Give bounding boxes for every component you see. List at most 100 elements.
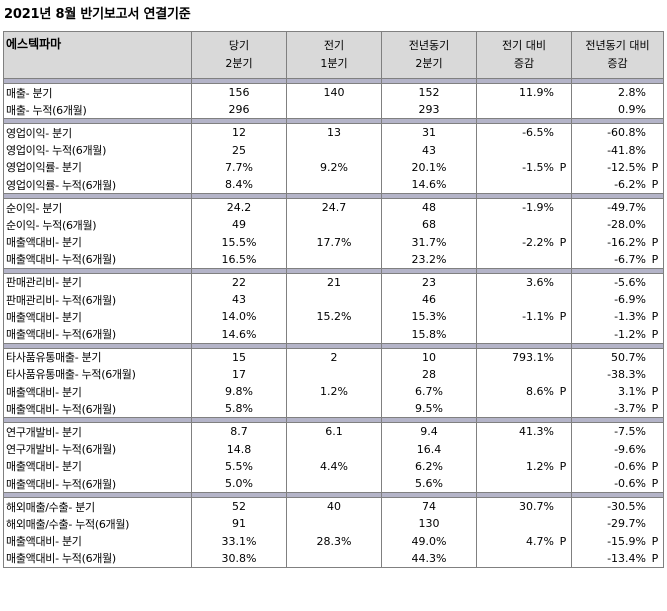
value-previous: 28.3% — [286, 532, 382, 550]
change-vs-previous-point-flag: P — [559, 310, 567, 324]
table-row: 매출- 누적(6개월) 296 293 0.9% — [3, 101, 664, 119]
change-vs-prior-year-value: -0.6% — [614, 459, 646, 473]
change-vs-prior-year-value: 2.8% — [618, 86, 646, 100]
value-previous — [286, 101, 382, 119]
change-vs-prior-year: 2.8% — [571, 83, 664, 102]
value-prior-year: 74 — [381, 497, 477, 516]
change-vs-prior-year-value: -30.5% — [607, 500, 646, 514]
value-previous — [286, 175, 382, 194]
value-prior-year: 28 — [381, 365, 477, 383]
value-previous: 17.7% — [286, 233, 382, 251]
change-vs-previous-value: 1.2% — [526, 459, 554, 473]
value-previous — [286, 474, 382, 493]
change-vs-previous: 8.6% P — [476, 383, 572, 401]
value-current: 16.5% — [191, 250, 287, 269]
value-prior-year: 293 — [381, 101, 477, 119]
table-row: 매출- 분기 156 140 152 11.9% 2.8% — [3, 83, 664, 102]
change-vs-previous: 3.6% — [476, 273, 572, 292]
header-current-line2: 2분기 — [225, 57, 253, 70]
row-label: 매출액대비- 누적(6개월) — [3, 325, 192, 344]
change-vs-previous-point-flag: P — [559, 459, 567, 473]
change-vs-previous-value: 30.7% — [519, 500, 554, 514]
value-prior-year: 48 — [381, 198, 477, 217]
section-separator — [3, 78, 664, 84]
change-vs-previous-value: 11.9% — [519, 86, 554, 100]
change-vs-prior-year-value: -15.9% — [607, 534, 646, 548]
change-vs-previous-point-flag: P — [559, 534, 567, 548]
value-current: 43 — [191, 291, 287, 309]
change-vs-previous: 4.7% P — [476, 532, 572, 550]
row-label: 영업이익- 분기 — [3, 123, 192, 142]
change-vs-prior-year: -3.7% P — [571, 400, 664, 418]
change-vs-prior-year: -12.5% P — [571, 158, 664, 176]
table-row: 매출액대비- 분기 15.5% 17.7% 31.7% -2.2% P -16.2% P — [3, 233, 664, 251]
change-vs-prior-year-value: -60.8% — [607, 126, 646, 140]
value-previous: 40 — [286, 497, 382, 516]
value-current: 15.5% — [191, 233, 287, 251]
change-vs-prior-year-value: -41.8% — [607, 143, 646, 157]
value-previous: 2 — [286, 348, 382, 366]
company-name-header: 에스텍파마 — [3, 31, 192, 79]
table-row: 판매관리비- 분기 22 21 23 3.6% -5.6% — [3, 273, 664, 292]
change-vs-prior-year: -1.3% P — [571, 308, 664, 326]
value-prior-year: 23.2% — [381, 250, 477, 269]
value-prior-year: 14.6% — [381, 175, 477, 194]
change-vs-previous: 41.3% — [476, 422, 572, 441]
row-label: 해외매출/수출- 분기 — [3, 497, 192, 516]
value-prior-year: 6.2% — [381, 457, 477, 475]
change-vs-prior-year: -5.6% — [571, 273, 664, 292]
value-current: 8.7 — [191, 422, 287, 441]
change-vs-prior-year-point-flag: P — [651, 160, 659, 174]
value-previous — [286, 515, 382, 533]
value-prior-year: 68 — [381, 216, 477, 234]
table-row: 순이익- 분기 24.2 24.7 48 -1.9% -49.7% — [3, 198, 664, 217]
change-vs-prior-year-value: -6.7% — [614, 252, 646, 266]
value-current: 9.8% — [191, 383, 287, 401]
header-prior-year-line2: 2분기 — [415, 57, 443, 70]
change-vs-prior-year-point-flag: P — [651, 402, 659, 416]
value-previous: 24.7 — [286, 198, 382, 217]
value-prior-year: 20.1% — [381, 158, 477, 176]
value-previous — [286, 365, 382, 383]
header-vs-prior-year: 전년동기 대비 증감 — [571, 31, 664, 79]
value-prior-year: 16.4 — [381, 440, 477, 458]
section-separator — [3, 193, 664, 200]
table-row: 해외매출/수출- 누적(6개월) 91 130 -29.7% — [3, 515, 664, 533]
change-vs-prior-year-point-flag: P — [651, 551, 659, 565]
value-prior-year: 49.0% — [381, 532, 477, 550]
table-row: 매출액대비- 누적(6개월) 30.8% 44.3% -13.4% P — [3, 549, 664, 568]
row-label: 매출액대비- 분기 — [3, 383, 192, 401]
header-row: 에스텍파마 당기 2분기 전기 1분기 전년동기 2분기 전기 대비 증감 — [3, 31, 664, 79]
header-vs-prior-year-line2: 증감 — [607, 57, 628, 70]
change-vs-prior-year: -0.6% P — [571, 457, 664, 475]
table-row: 매출액대비- 분기 5.5% 4.4% 6.2% 1.2% P -0.6% P — [3, 457, 664, 475]
header-prior-year-line1: 전년동기 — [408, 39, 450, 52]
change-vs-previous — [476, 175, 572, 194]
change-vs-previous — [476, 440, 572, 458]
change-vs-previous — [476, 101, 572, 119]
change-vs-previous-value: 8.6% — [526, 385, 554, 399]
table-row: 매출액대비- 분기 33.1% 28.3% 49.0% 4.7% P -15.9% P — [3, 532, 664, 550]
change-vs-previous: -1.1% P — [476, 308, 572, 326]
change-vs-prior-year-value: -13.4% — [607, 551, 646, 565]
row-label: 해외매출/수출- 누적(6개월) — [3, 515, 192, 533]
change-vs-previous-value: -2.2% — [522, 235, 554, 249]
change-vs-prior-year-point-flag: P — [651, 477, 659, 491]
table-row: 영업이익- 누적(6개월) 25 43 -41.8% — [3, 141, 664, 159]
value-prior-year: 5.6% — [381, 474, 477, 493]
report-title: 2021년 8월 반기보고서 연결기준 — [4, 7, 191, 22]
change-vs-prior-year-value: -6.2% — [614, 178, 646, 192]
change-vs-previous — [476, 250, 572, 269]
table-row: 매출액대비- 분기 9.8% 1.2% 6.7% 8.6% P 3.1% P — [3, 383, 664, 401]
change-vs-prior-year: -6.9% — [571, 291, 664, 309]
change-vs-prior-year: -0.6% P — [571, 474, 664, 493]
value-prior-year: 44.3% — [381, 549, 477, 568]
value-current: 7.7% — [191, 158, 287, 176]
value-current: 14.0% — [191, 308, 287, 326]
header-vs-previous-line2: 증감 — [513, 57, 535, 70]
table-body: 매출- 분기 156 140 152 11.9% 2.8% 매출- 누적(6개월) 296 29… — [3, 78, 664, 568]
change-vs-prior-year-value: -0.6% — [614, 477, 646, 491]
value-current: 33.1% — [191, 532, 287, 550]
value-current: 25 — [191, 141, 287, 159]
header-vs-previous-line1: 전기 대비 — [502, 39, 546, 52]
